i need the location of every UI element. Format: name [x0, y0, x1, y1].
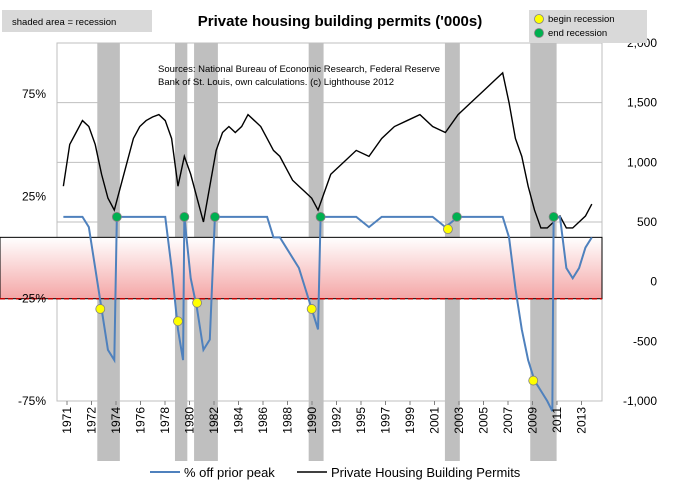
x-axis-ticks: 1971 1972 1974 1976 1978 1980 1982 1984 1986 1988…: [60, 401, 589, 434]
end-recession-marker: [548, 211, 559, 222]
legend-label-permits: Private Housing Building Permits: [331, 465, 521, 480]
source-note: Sources: National Bureau of Economic Res…: [158, 64, 440, 88]
source-note-line-1: Sources: National Bureau of Economic Res…: [158, 64, 440, 75]
x-tick-label: 1980: [183, 407, 197, 434]
x-tick-label: 1982: [207, 407, 221, 434]
end-recession-marker: [179, 211, 190, 222]
x-tick-label: 1971: [60, 407, 74, 434]
x-tick-label: 1990: [305, 407, 319, 434]
right-tick-label: -500: [633, 334, 657, 348]
right-tick-label: 1,500: [627, 96, 657, 110]
chart-title: Private housing building permits ('000s): [198, 13, 482, 30]
begin-recession-marker: [528, 375, 539, 386]
begin-recession-marker: [443, 224, 453, 235]
end-recession-marker: [315, 211, 326, 222]
shaded-legend-label: shaded area = recession: [12, 17, 116, 28]
x-tick-label: 2005: [477, 407, 491, 434]
x-tick-label: 2011: [550, 407, 564, 433]
x-tick-label: 2001: [428, 407, 442, 434]
x-tick-label: 2013: [575, 407, 589, 434]
left-tick-label: 75%: [22, 87, 46, 101]
x-tick-label: 1972: [85, 407, 99, 434]
x-tick-label: 1992: [330, 407, 344, 434]
left-tick-label: -75%: [18, 394, 46, 408]
begin-recession-marker: [192, 297, 202, 308]
left-axis-ticks: 75% 25% -25% -75%: [18, 87, 46, 408]
x-tick-label: 1978: [158, 407, 172, 434]
begin-recession-legend-label: begin recession: [548, 14, 615, 25]
marker-legend-box: begin recession end recession: [529, 10, 647, 43]
begin-recession-marker: [95, 304, 106, 314]
source-note-line-2: Bank of St. Louis, own calculations. (c)…: [158, 77, 394, 88]
x-tick-label: 1995: [354, 407, 368, 434]
x-tick-label: 1988: [281, 407, 295, 434]
x-tick-label: 1974: [109, 407, 123, 434]
begin-recession-marker: [173, 316, 183, 327]
x-tick-label: 1986: [256, 407, 270, 434]
right-tick-label: 1,000: [627, 155, 657, 169]
highlight-band: [0, 236, 603, 300]
end-recession-legend-label: end recession: [548, 28, 607, 39]
x-tick-label: 1976: [134, 407, 148, 434]
end-recession-marker: [111, 211, 122, 222]
left-tick-label: -25%: [18, 292, 46, 306]
x-tick-label: 1999: [403, 407, 417, 434]
x-tick-label: 1997: [379, 407, 393, 434]
end-recession-marker: [451, 211, 462, 222]
gridlines: [57, 102, 602, 223]
begin-recession-legend-icon: [534, 14, 544, 24]
right-tick-label: 500: [637, 215, 657, 229]
series-line-pct-off-peak: [63, 215, 593, 412]
shaded-legend-box: shaded area = recession: [2, 10, 152, 32]
recession-markers: [95, 211, 559, 386]
right-tick-label: -1,000: [623, 394, 657, 408]
legend: % off prior peak Private Housing Buildin…: [150, 465, 521, 480]
left-tick-label: 25%: [22, 189, 46, 203]
series-line-permits: [62, 71, 593, 229]
right-tick-label: 0: [650, 275, 657, 289]
begin-recession-marker: [306, 304, 317, 314]
x-tick-label: 2007: [501, 407, 515, 434]
x-tick-label: 1984: [232, 407, 246, 434]
x-tick-label: 2003: [452, 407, 466, 434]
legend-label-pct: % off prior peak: [184, 465, 275, 480]
end-recession-legend-icon: [534, 28, 544, 38]
end-recession-marker: [209, 211, 220, 222]
x-tick-label: 2009: [526, 407, 540, 434]
